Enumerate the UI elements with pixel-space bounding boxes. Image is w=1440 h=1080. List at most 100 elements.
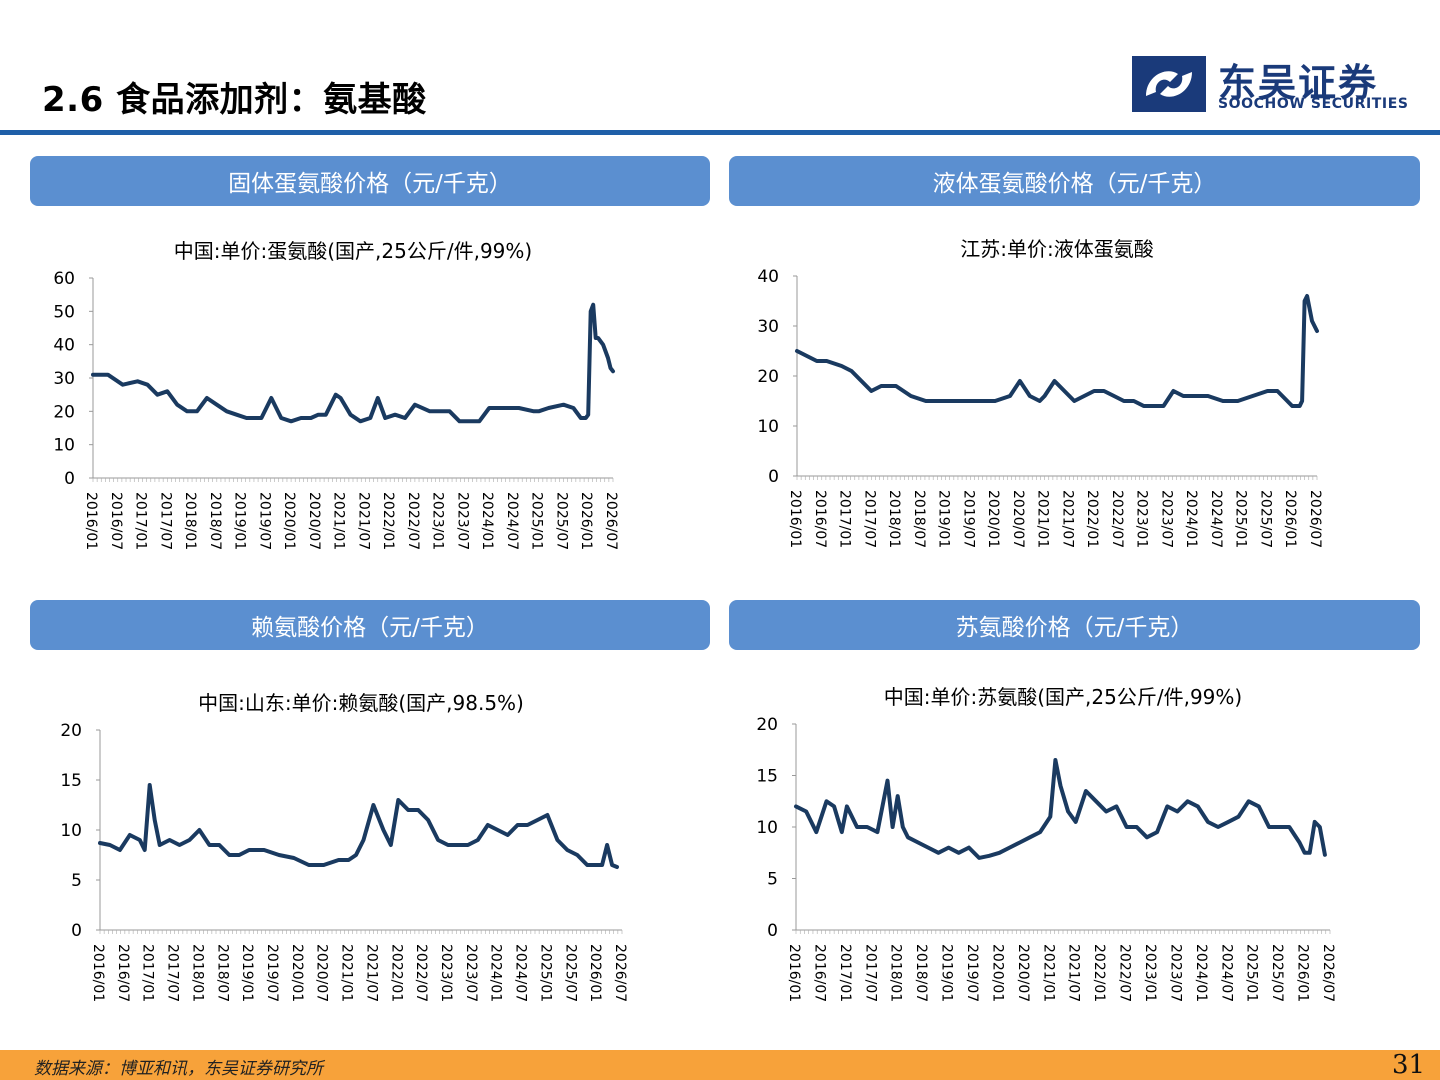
data-point (1019, 380, 1021, 382)
data-point (516, 824, 519, 826)
data-point (1059, 785, 1062, 787)
data-point (816, 360, 818, 362)
data-point (1303, 300, 1306, 302)
chart-title: 中国:山东:单价:赖氨酸(国产,98.5%) (198, 691, 524, 715)
x-tick-label: 2025/07 (553, 492, 569, 550)
x-tick-label: 2026/01 (1282, 490, 1298, 548)
panel-header-lysine: 赖氨酸价格（元/千克） (30, 600, 710, 650)
x-tick-label: 2021/07 (363, 944, 379, 1002)
x-tick-label: 2016/07 (108, 492, 124, 550)
data-point (957, 852, 960, 854)
x-tick-label: 2026/01 (578, 492, 594, 550)
data-point (235, 413, 238, 416)
x-tick-label: 2024/07 (1218, 944, 1234, 1002)
y-tick-label: 0 (767, 921, 778, 941)
data-point (1247, 800, 1250, 803)
chart-title: 江苏:单价:液体蛋氨酸 (960, 237, 1153, 261)
y-tick-label: 30 (757, 317, 779, 337)
x-tick-label: 2020/01 (985, 490, 1001, 548)
data-point (1227, 821, 1230, 823)
x-tick-label: 2026/07 (1307, 490, 1323, 548)
x-tick-label: 2022/07 (1117, 944, 1133, 1002)
data-point (467, 844, 469, 846)
data-point (263, 849, 265, 851)
data-point (1067, 810, 1069, 813)
data-point (1008, 846, 1011, 849)
data-point (238, 854, 240, 856)
x-tick-label: 2024/01 (479, 492, 495, 550)
data-point (1172, 390, 1175, 392)
x-tick-label: 2019/07 (964, 944, 980, 1002)
data-point (586, 864, 588, 866)
data-point (1311, 320, 1313, 322)
data-point (1146, 836, 1148, 839)
data-point (1074, 821, 1077, 823)
data-point (609, 367, 612, 369)
data-point (1258, 805, 1260, 808)
data-point (487, 824, 489, 826)
x-tick-label: 2017/07 (862, 944, 878, 1002)
data-point (136, 380, 139, 383)
y-tick-label: 0 (768, 467, 779, 487)
data-point (139, 839, 141, 841)
x-tick-label: 2020/01 (289, 944, 305, 1002)
y-tick-label: 10 (756, 818, 778, 838)
data-point (806, 355, 808, 357)
data-point (1298, 841, 1301, 844)
x-tick-label: 2024/01 (1183, 490, 1199, 548)
data-point (602, 343, 604, 346)
data-point (300, 417, 302, 419)
data-point (372, 804, 375, 806)
data-point (1009, 395, 1011, 397)
data-point (1093, 390, 1095, 392)
data-point (1324, 854, 1326, 856)
y-tick-label: 20 (60, 721, 82, 741)
data-point (850, 370, 853, 372)
data-point (1303, 852, 1306, 854)
data-point (437, 839, 439, 841)
logo-mark-icon (1132, 56, 1206, 112)
data-point (146, 383, 149, 386)
x-tick-label: 2019/07 (256, 492, 272, 550)
y-tick-label: 20 (757, 367, 779, 387)
data-point (860, 380, 863, 382)
data-point (1125, 826, 1128, 828)
x-tick-label: 2017/01 (837, 944, 853, 1002)
x-tick-label: 2019/07 (264, 944, 280, 1002)
data-point (947, 846, 950, 849)
data-point (969, 400, 972, 402)
data-point (1115, 805, 1118, 808)
page-number: 31 (1392, 1050, 1426, 1080)
data-point (1288, 826, 1291, 828)
data-point (337, 859, 340, 861)
data-point (833, 805, 835, 808)
x-tick-label: 2025/07 (1269, 944, 1285, 1002)
data-point (547, 407, 550, 409)
series-line (91, 302, 615, 424)
data-point (895, 385, 897, 387)
x-tick-label: 2026/01 (587, 944, 603, 1002)
data-point (477, 839, 479, 841)
x-tick-label: 2022/01 (388, 944, 404, 1002)
data-point (270, 397, 273, 399)
data-point (148, 784, 151, 786)
data-point (325, 413, 327, 416)
data-point (347, 859, 350, 861)
data-point (1029, 836, 1031, 839)
data-point (978, 857, 980, 859)
x-tick-label: 2025/07 (1257, 490, 1273, 548)
x-tick-label: 2021/01 (1040, 944, 1056, 1002)
x-tick-label: 2022/01 (380, 492, 396, 550)
data-point (1043, 395, 1046, 397)
data-point (518, 407, 520, 409)
data-point (592, 303, 594, 306)
x-tick-label: 2021/01 (331, 492, 347, 550)
data-point (1054, 759, 1057, 761)
data-point (601, 864, 603, 866)
data-point (355, 854, 357, 856)
data-point (1053, 380, 1056, 382)
y-tick-label: 40 (757, 267, 779, 287)
data-point (587, 413, 589, 416)
data-point (998, 852, 1001, 854)
data-point (198, 829, 201, 831)
